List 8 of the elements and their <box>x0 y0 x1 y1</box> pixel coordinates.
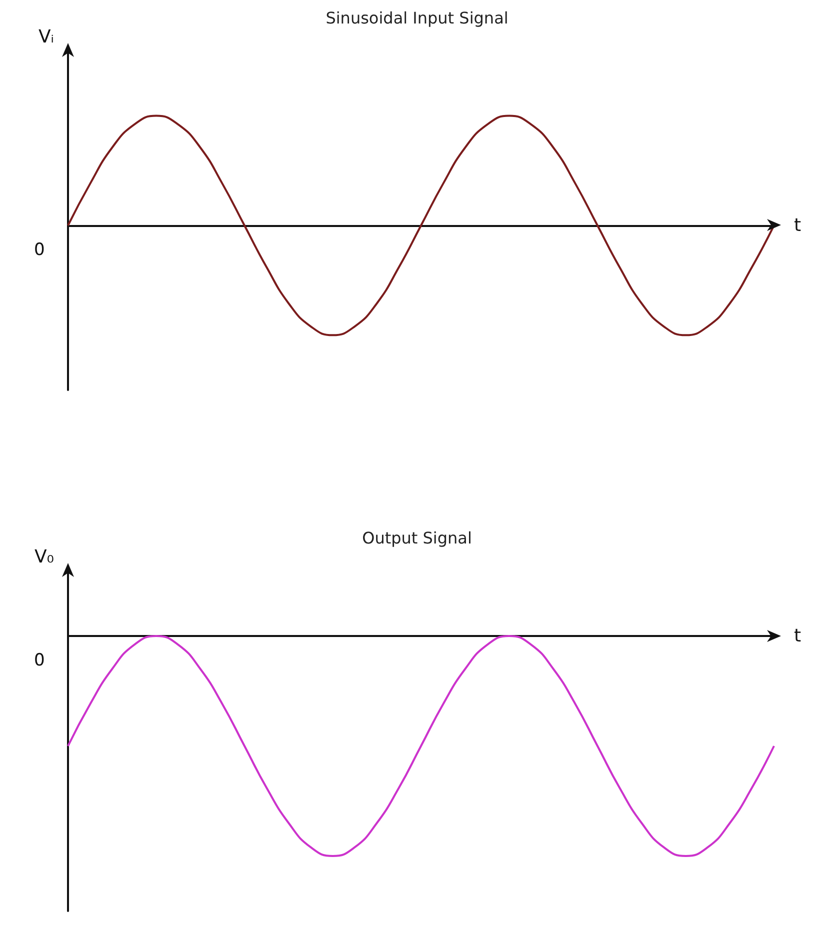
y-axis-title: Vᵢ <box>38 26 54 48</box>
x-axis-title: t <box>794 626 802 646</box>
text: 0 <box>34 650 45 670</box>
y-axis-title: V₀ <box>34 546 54 568</box>
chart-title: Output Signal <box>362 528 472 548</box>
x-axis-title: t <box>794 214 802 236</box>
chart-title: Sinusoidal Input Signal <box>326 8 508 28</box>
text: 0 <box>34 240 45 260</box>
